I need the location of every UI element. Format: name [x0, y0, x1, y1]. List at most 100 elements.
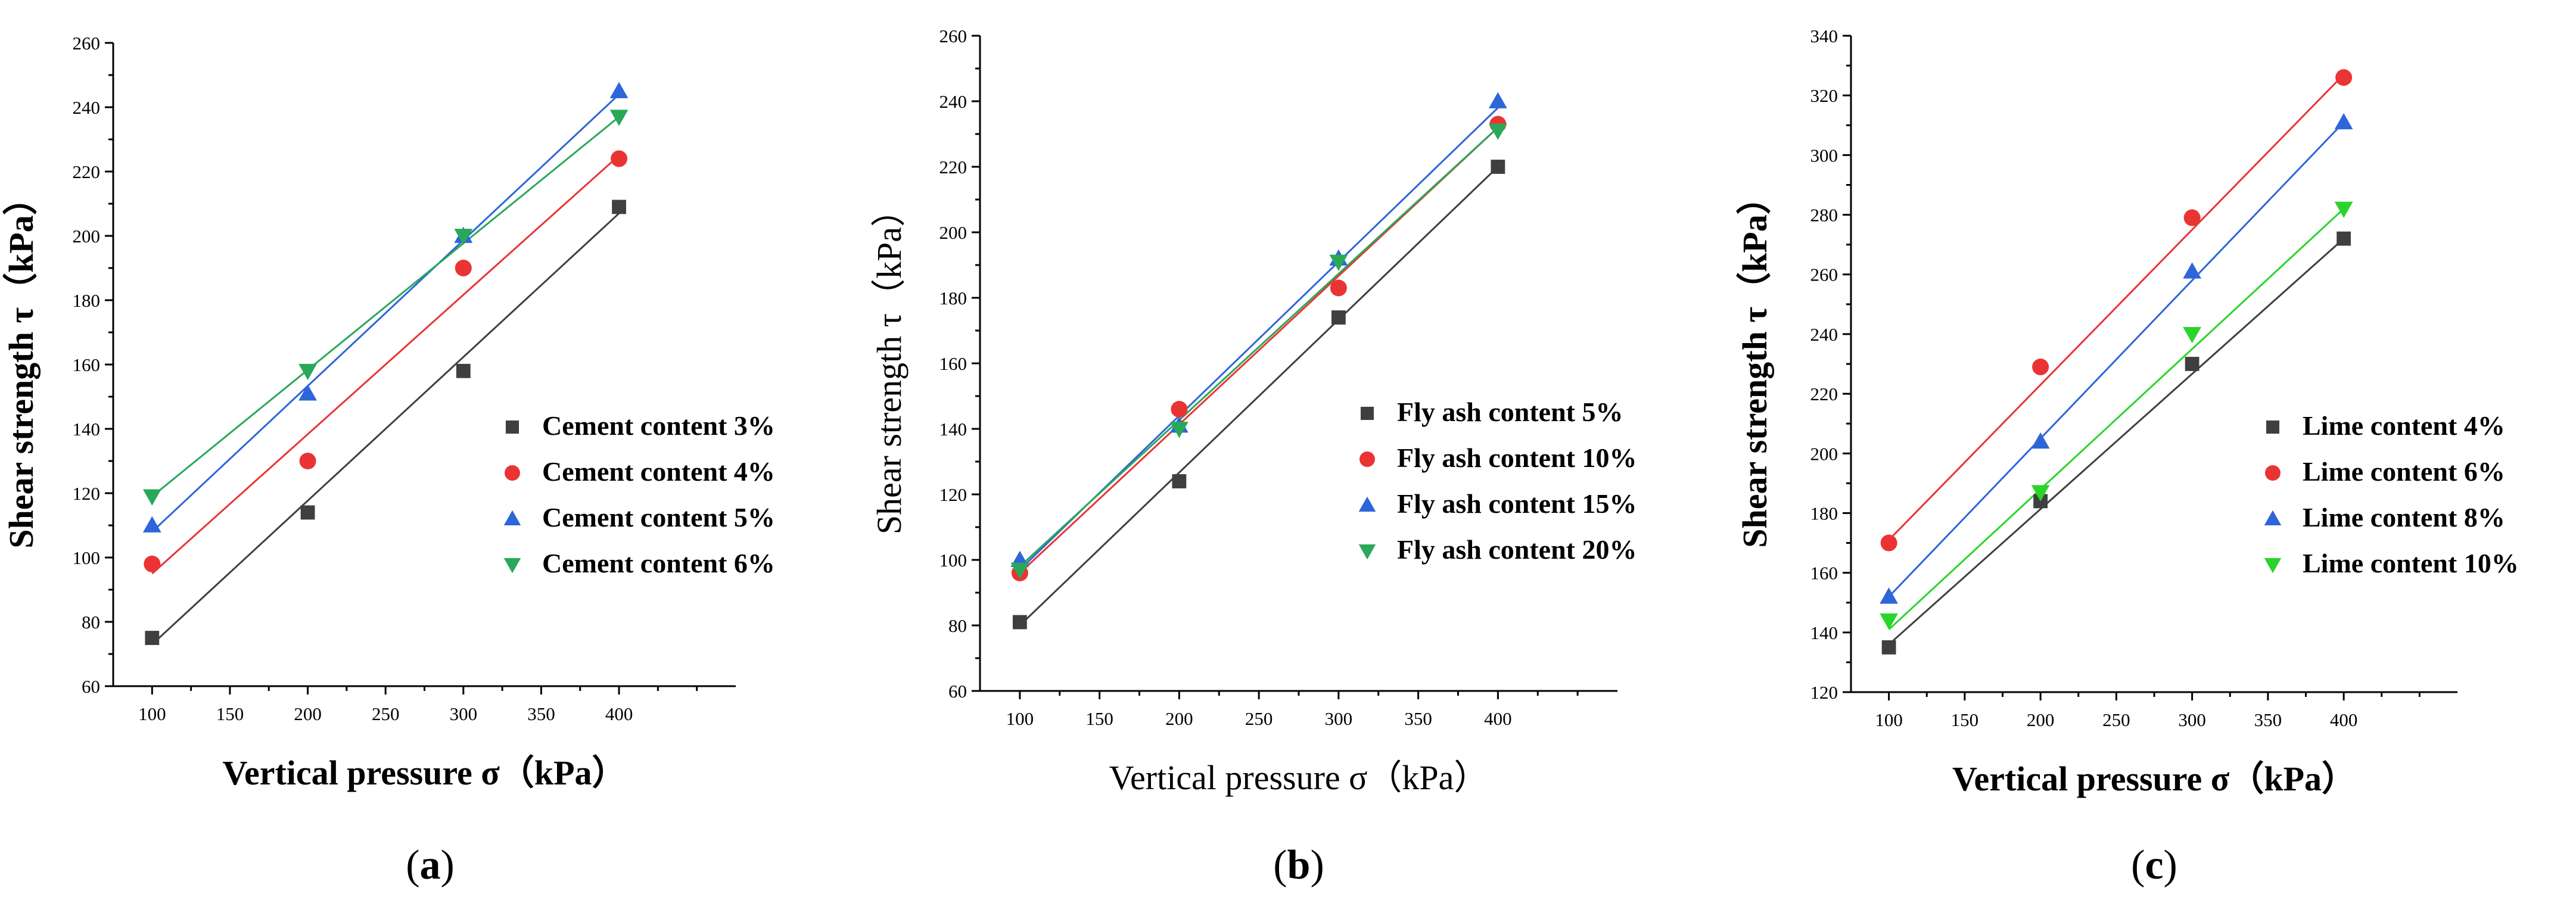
- legend-marker-2: [1359, 451, 1375, 467]
- data-point-series-1: [1172, 474, 1187, 488]
- x-axis-title: Vertical pressure σ（kPa）: [1109, 758, 1489, 797]
- legend-entry-3: Cement content 5%: [542, 502, 775, 532]
- y-tick-label: 260: [73, 33, 101, 54]
- data-point-series-4: [454, 229, 473, 245]
- y-tick-label: 120: [939, 484, 967, 505]
- legend-entry-3: Fly ash content 15%: [1397, 488, 1637, 519]
- y-axis-title: Shear strength τ（kPa）: [870, 192, 909, 534]
- y-tick-label: 240: [939, 91, 967, 112]
- y-tick-label: 300: [1810, 145, 1838, 166]
- data-point-series-2: [2335, 69, 2353, 86]
- data-point-series-4: [1169, 422, 1189, 438]
- data-point-series-2: [299, 453, 316, 469]
- chart-panel-b: 60 80 100 120 140 160 180 200 220 240 260 100 150 200…: [870, 26, 1637, 888]
- data-point-series-4: [142, 489, 161, 506]
- y-tick-label: 160: [1810, 563, 1838, 584]
- legend-marker-2: [505, 465, 520, 481]
- legend-entry-4: Fly ash content 20%: [1397, 534, 1637, 565]
- data-point-series-3: [2334, 113, 2353, 130]
- data-point-series-1: [612, 200, 626, 214]
- legend-marker-3: [503, 510, 521, 526]
- legend-entry-3: Lime content 8%: [2303, 502, 2505, 532]
- x-tick-label: 150: [1085, 708, 1113, 729]
- panel-label: (b): [1273, 842, 1324, 888]
- fit-line-4: [1019, 126, 1499, 568]
- x-tick-label: 200: [294, 703, 322, 724]
- y-tick-label: 260: [1810, 264, 1838, 285]
- data-point-series-1: [2185, 357, 2199, 371]
- y-tick-label: 100: [73, 547, 101, 568]
- data-point-series-4: [609, 110, 629, 126]
- x-tick-label: 350: [1404, 708, 1432, 729]
- panel-label-close: ): [1310, 842, 1324, 888]
- panel-label-close: ): [2164, 842, 2177, 888]
- x-tick-label: 200: [2027, 709, 2055, 730]
- data-point-series-1: [2337, 231, 2351, 246]
- y-tick-label: 220: [73, 161, 101, 182]
- data-point-series-2: [2032, 359, 2049, 376]
- x-axis-title: Vertical pressure σ（kPa）: [1952, 759, 2356, 798]
- data-point-series-3: [298, 384, 317, 401]
- panel-label: (a): [406, 842, 455, 888]
- y-tick-label: 140: [1810, 622, 1838, 643]
- data-point-series-1: [300, 505, 315, 520]
- x-tick-label: 100: [138, 703, 166, 724]
- data-point-series-4: [2183, 327, 2202, 344]
- fit-line-4: [1888, 208, 2345, 630]
- legend-marker-4: [503, 558, 521, 574]
- y-tick-label: 260: [939, 26, 967, 46]
- legend-entry-1: Fly ash content 5%: [1397, 397, 1623, 427]
- data-point-series-2: [611, 150, 628, 167]
- legend-marker-2: [2265, 465, 2281, 481]
- data-point-series-2: [455, 260, 472, 276]
- x-tick-label: 200: [1165, 708, 1193, 729]
- legend-marker-1: [2266, 420, 2280, 434]
- y-tick-label: 140: [939, 419, 967, 440]
- legend-entry-1: Lime content 4%: [2303, 410, 2505, 441]
- data-point-series-1: [1331, 310, 1346, 325]
- legend-marker-4: [1358, 544, 1376, 560]
- panel-label-letter: b: [1287, 842, 1311, 888]
- y-axis-title: Shear strength τ（kPa）: [1735, 180, 1774, 548]
- data-point-series-3: [142, 516, 161, 532]
- x-tick-label: 400: [605, 703, 633, 724]
- y-tick-label: 220: [1810, 384, 1838, 404]
- data-point-series-2: [144, 555, 161, 572]
- data-point-series-2: [1171, 401, 1188, 418]
- x-tick-label: 250: [1245, 708, 1273, 729]
- fit-line-1: [1019, 166, 1499, 627]
- data-point-series-4: [1488, 123, 1507, 140]
- x-tick-label: 300: [450, 703, 478, 724]
- x-tick-label: 250: [2102, 709, 2130, 730]
- x-tick-label: 250: [372, 703, 400, 724]
- y-tick-label: 180: [73, 290, 101, 311]
- y-tick-label: 140: [73, 419, 101, 440]
- data-point-series-2: [2183, 209, 2201, 226]
- x-tick-label: 100: [1875, 709, 1903, 730]
- y-tick-label: 220: [939, 157, 967, 177]
- panel-label-open: (: [1273, 842, 1287, 888]
- legend-marker-1: [505, 420, 519, 434]
- x-tick-label: 350: [527, 703, 555, 724]
- y-tick-label: 240: [73, 97, 101, 118]
- panel-label-open: (: [2131, 842, 2145, 888]
- x-tick-label: 400: [1484, 708, 1512, 729]
- legend-marker-3: [2264, 510, 2282, 526]
- y-tick-label: 280: [1810, 205, 1838, 226]
- panel-label: (c): [2131, 842, 2177, 888]
- data-point-series-1: [145, 631, 160, 645]
- legend-marker-4: [2264, 558, 2282, 574]
- y-tick-label: 340: [1810, 26, 1838, 46]
- y-axis-title: Shear strength τ（kPa）: [2, 180, 41, 549]
- y-tick-label: 80: [82, 612, 100, 633]
- y-tick-label: 200: [939, 222, 967, 243]
- x-tick-label: 350: [2254, 709, 2282, 730]
- data-point-series-1: [1881, 640, 1896, 655]
- data-point-series-1: [1491, 160, 1505, 174]
- y-tick-label: 180: [939, 288, 967, 309]
- y-tick-label: 60: [82, 676, 100, 697]
- y-tick-label: 160: [939, 353, 967, 374]
- data-point-series-1: [1012, 615, 1027, 630]
- data-point-series-4: [2031, 485, 2050, 502]
- x-tick-label: 100: [1006, 708, 1034, 729]
